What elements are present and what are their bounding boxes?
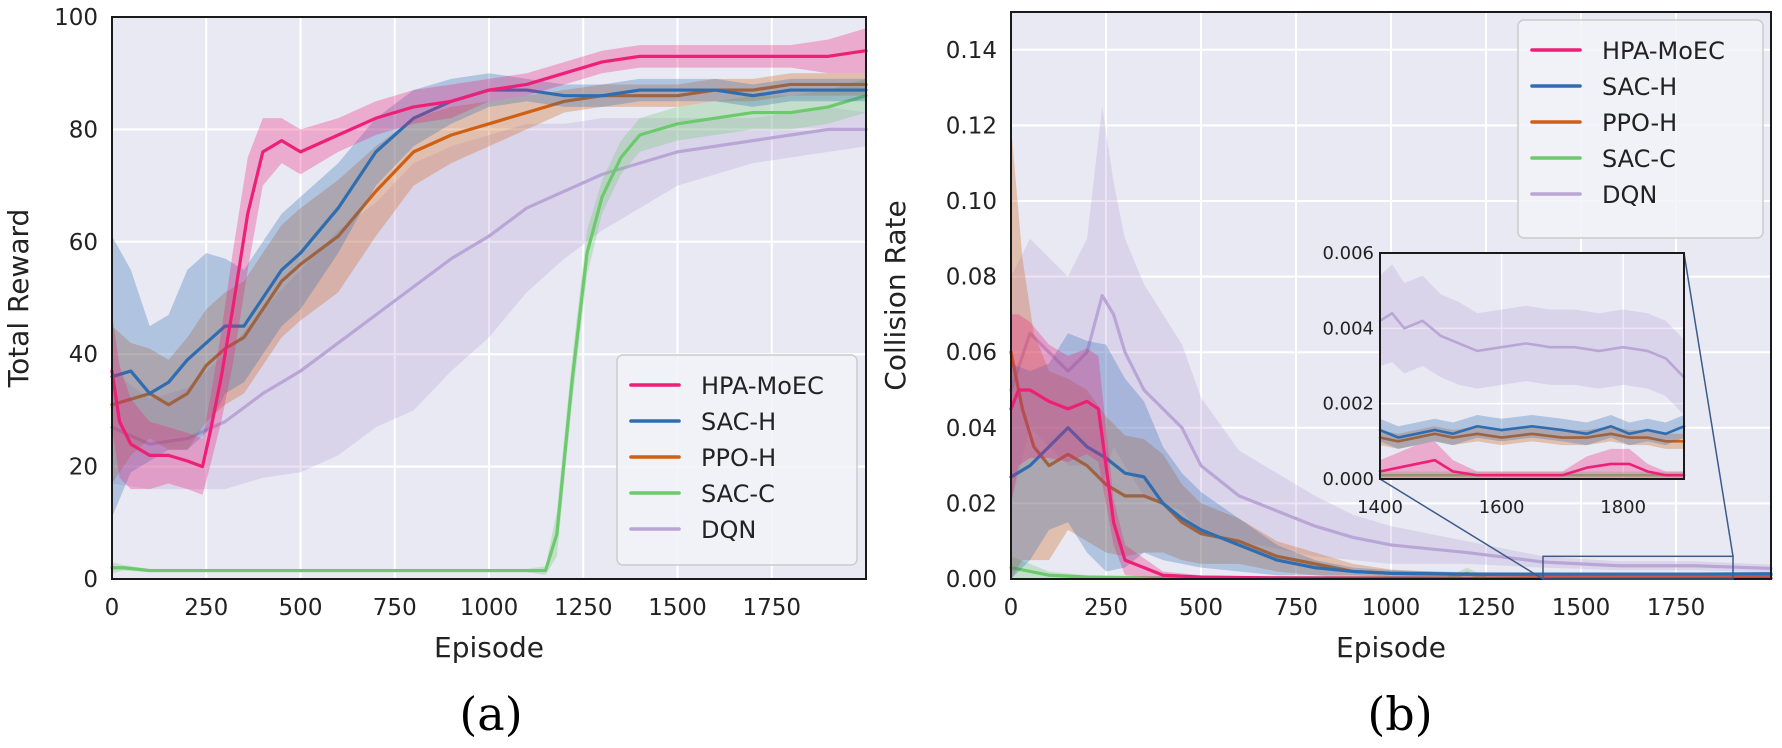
chart-0-y-tick-label: 80 — [69, 117, 98, 143]
chart-1-y-tick-label: 0.02 — [946, 491, 997, 517]
panel-a-chart: 0 250 500 750 1000 1250 1500 1750 0 20 40 60 80 100 Ep… — [2, 5, 868, 664]
caption-b: (b) — [1367, 687, 1432, 741]
chart-1-inset-y-tick-label: 0.006 — [1322, 243, 1374, 264]
chart-1-legend: HPA-MoEC SAC-H PPO-H SAC-C DQN — [1517, 19, 1764, 239]
chart-1-y-tick-label: 0.04 — [946, 416, 997, 442]
chart-0-y-tick-label: 100 — [54, 5, 98, 31]
chart-0-x-tick-label: 1750 — [742, 595, 801, 621]
chart-0-plot-frame — [111, 16, 867, 580]
chart-0-x-tick-label: 1500 — [648, 595, 707, 621]
chart-1-legend-label-sac-c: SAC-C — [1602, 145, 1676, 173]
chart-1-y-tick-label: 0.06 — [946, 340, 997, 366]
chart-1-band-ppo-h — [1011, 125, 1771, 580]
chart-1-band-dqn — [1011, 106, 1771, 573]
chart-0-legend-label-sac-h: SAC-H — [701, 408, 776, 436]
chart-0-legend: HPA-MoEC SAC-H PPO-H SAC-C DQN — [616, 354, 858, 566]
chart-0-legend-label-sac-c: SAC-C — [701, 480, 775, 508]
chart-1-x-axis-label: Episode — [1336, 631, 1446, 664]
chart-0-line-dqn — [110, 127, 868, 446]
chart-1-inset-x-tick-label: 1800 — [1600, 497, 1646, 518]
chart-1-band-sac-h — [1011, 333, 1771, 579]
chart-0-x-tick-label: 0 — [105, 595, 120, 621]
chart-0-y-axis-label: Total Reward — [2, 209, 35, 389]
chart-1-inset-y-tick-label: 0.004 — [1322, 318, 1374, 339]
chart-0-x-tick-label: 750 — [373, 595, 417, 621]
chart-1-y-tick-label: 0.00 — [946, 567, 997, 593]
chart-1-y-tick-label: 0.12 — [946, 113, 997, 139]
chart-1-line-dqn — [1009, 293, 1773, 571]
chart-0-band-hpa-moec — [112, 28, 866, 495]
chart-1-zoom-connector — [1683, 252, 1734, 557]
chart-1-y-axis-label: Collision Rate — [879, 200, 912, 390]
chart-1-inset-line-hpa-moec — [1378, 458, 1686, 477]
chart-1-inset-frame — [1379, 252, 1685, 480]
chart-1-zoom-connector — [1379, 478, 1544, 580]
chart-1-inset-band-dqn — [1380, 264, 1684, 415]
chart-0-y-tick-label: 20 — [69, 455, 98, 481]
chart-1-legend-box — [1517, 19, 1764, 239]
chart-0-y-tick-label: 0 — [83, 567, 98, 593]
chart-0-y-tick-label: 60 — [69, 230, 98, 256]
chart-0-line-sac-c — [110, 94, 868, 573]
chart-1-inset-y-tick-label: 0.000 — [1322, 469, 1374, 490]
chart-1-inset-line-ppo-h — [1378, 432, 1686, 443]
chart-1-inset-band-hpa-moec — [1380, 441, 1684, 479]
chart-1-x-tick-label: 750 — [1274, 595, 1318, 621]
panel-b-chart: 0 250 500 750 1000 1250 1500 1750 0.00 0.02 0.04 0.… — [879, 11, 1773, 664]
chart-0-band-dqn — [112, 106, 866, 490]
chart-0-x-tick-label: 1000 — [460, 595, 519, 621]
chart-1-zoom-region — [1542, 555, 1734, 580]
chart-1-line-sac-h — [1009, 426, 1773, 576]
chart-1-inset-band-sac-h — [1380, 414, 1684, 449]
chart-1-x-tick-label: 0 — [1004, 595, 1019, 621]
chart-1-inset: 1400 1600 1800 0.000 0.002 0.004 0.006 — [1322, 243, 1734, 580]
chart-1-inset-x-tick-label: 1600 — [1479, 497, 1525, 518]
chart-0-legend-label-ppo-h: PPO-H — [701, 444, 776, 472]
chart-0-legend-label-hpa-moec: HPA-MoEC — [701, 372, 824, 400]
chart-1-legend-label-dqn: DQN — [1602, 181, 1657, 209]
chart-1-legend-label-hpa-moec: HPA-MoEC — [1602, 37, 1725, 65]
chart-1-inset-line-sac-h — [1378, 424, 1686, 439]
chart-1-inset-background — [1380, 253, 1684, 479]
chart-1-x-tick-label: 1250 — [1457, 595, 1516, 621]
chart-1-plot-frame — [1010, 11, 1772, 580]
chart-1-x-tick-label: 1750 — [1647, 595, 1706, 621]
chart-0-x-tick-label: 500 — [279, 595, 323, 621]
chart-1-inset-line-dqn — [1378, 311, 1686, 379]
chart-1-x-tick-label: 500 — [1179, 595, 1223, 621]
chart-1-inset-x-tick-label: 1400 — [1357, 497, 1403, 518]
chart-1-y-tick-label: 0.14 — [946, 38, 997, 64]
chart-0-y-tick-label: 40 — [69, 342, 98, 368]
chart-0-line-hpa-moec — [110, 49, 868, 469]
chart-1-x-tick-label: 1000 — [1362, 595, 1421, 621]
chart-1-x-tick-label: 250 — [1084, 595, 1128, 621]
chart-0-band-sac-c — [112, 78, 866, 576]
chart-0-line-sac-h — [110, 88, 868, 396]
chart-1-y-tick-label: 0.08 — [946, 265, 997, 291]
chart-1-legend-label-ppo-h: PPO-H — [1602, 109, 1677, 137]
chart-0-legend-label-dqn: DQN — [701, 516, 756, 544]
chart-0-band-ppo-h — [112, 73, 866, 484]
chart-1-x-tick-label: 1500 — [1552, 595, 1611, 621]
chart-0-x-tick-label: 1250 — [554, 595, 613, 621]
chart-0-x-axis-label: Episode — [434, 631, 544, 664]
chart-0-legend-box — [616, 354, 858, 566]
chart-1-inset-y-tick-label: 0.002 — [1322, 394, 1374, 415]
chart-0-x-tick-label: 250 — [184, 595, 228, 621]
caption-a: (a) — [459, 687, 522, 741]
chart-1-legend-label-sac-h: SAC-H — [1602, 73, 1677, 101]
chart-1-y-tick-label: 0.10 — [946, 189, 997, 215]
